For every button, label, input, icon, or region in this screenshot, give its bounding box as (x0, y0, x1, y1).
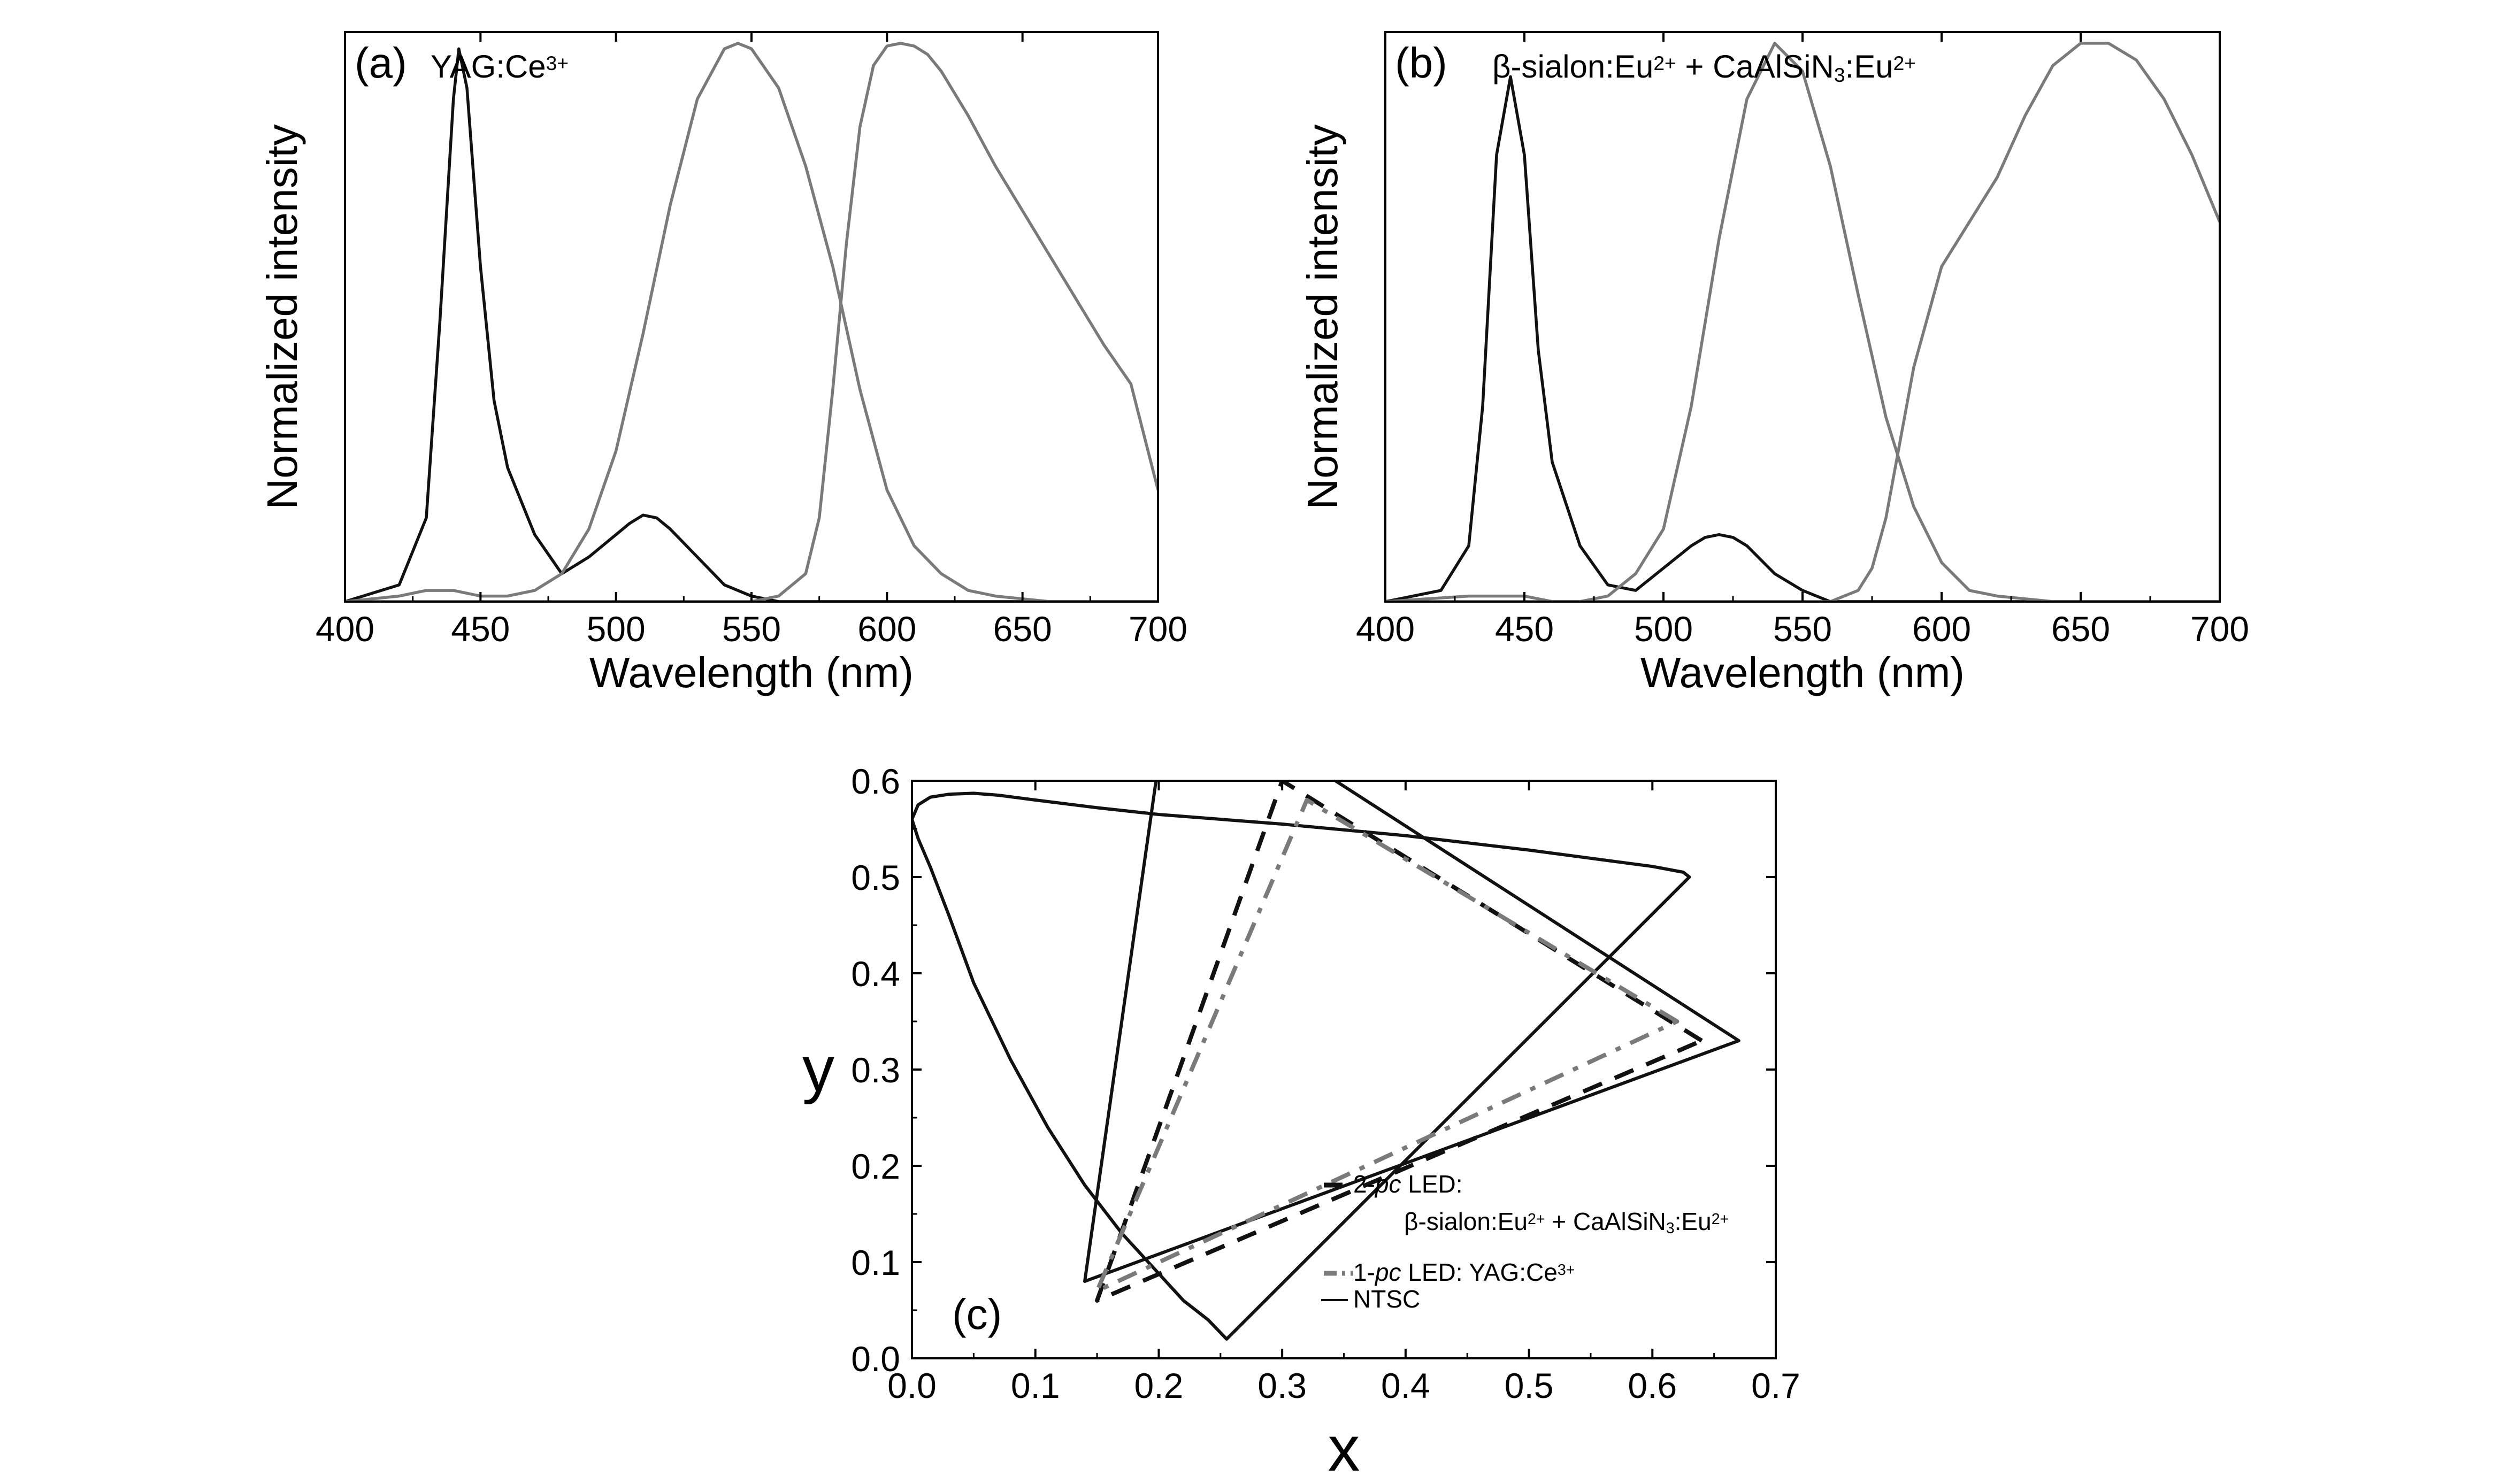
text-part: LED: (1401, 1170, 1463, 1198)
y-tick-label: 0.4 (851, 954, 900, 994)
y-tick-label: 0.3 (851, 1050, 900, 1090)
x-tick-label: 700 (2190, 609, 2249, 649)
x-tick-label: 650 (993, 609, 1052, 649)
x-tick-label: 0.2 (1134, 1366, 1184, 1405)
text-part: + CaAlSiN (1545, 1208, 1666, 1235)
panel-label: (c) (952, 1290, 1002, 1338)
x-tick-label: 0.0 (887, 1366, 937, 1405)
x-tick-label: 0.1 (1011, 1366, 1060, 1405)
text-part: 2+ (1528, 1211, 1545, 1228)
series-curve-0 (345, 47, 1158, 602)
text-part: 2+ (1893, 52, 1916, 74)
y-tick-label: 0.6 (851, 762, 900, 801)
x-tick-label: 0.7 (1751, 1366, 1800, 1405)
y-tick-label: 0.5 (851, 858, 900, 897)
x-tick-label: 0.6 (1628, 1366, 1677, 1405)
series-triangle-1 (1083, 781, 1740, 1283)
text-part: β-sialon:Eu (1404, 1208, 1528, 1235)
x-axis-label: Wavelength (nm) (589, 649, 914, 696)
panel-label: (b) (1395, 39, 1447, 87)
plot-frame (1384, 31, 2221, 603)
legend-label: NTSC (1353, 1285, 1420, 1313)
text-part: β-sialon:Eu (1492, 49, 1653, 84)
x-tick-label: 450 (1495, 609, 1554, 649)
panel-label: (a) (355, 39, 407, 87)
x-tick-label: 450 (451, 609, 510, 649)
series-triangle-3 (1095, 798, 1680, 1293)
text-part: pc (1374, 1258, 1401, 1286)
x-axis-label: x (1328, 1413, 1360, 1484)
text-part: 2- (1353, 1170, 1375, 1198)
panel-a: 400 450 500 550 600 650 700 Wavelength (nm) Norm… (258, 31, 1187, 696)
panel-c: 0.0 0.1 0.2 0.3 0.4 0.5 0.6 0.7 0.0 0.1 0.2 0.3 0.4 0… (802, 762, 1800, 1484)
legend-label: 2-pc LED: (1353, 1170, 1463, 1198)
series-curve-1 (1385, 42, 2220, 602)
y-tick-label: 0.0 (851, 1339, 900, 1379)
text-part: NTSC (1353, 1285, 1420, 1313)
series-group (1385, 42, 2220, 602)
x-tick-label: 650 (2051, 609, 2110, 649)
title-base: YAG:Ce (431, 49, 546, 84)
x-tick-label: 0.3 (1257, 1366, 1307, 1405)
text-part: :Eu (1845, 49, 1893, 84)
x-tick-label: 500 (587, 609, 646, 649)
x-tick-label: 400 (316, 609, 374, 649)
y-axis-label: y (802, 1033, 834, 1105)
text-part: 2+ (1653, 52, 1676, 74)
panel-title: β-sialon:Eu2+ + CaAlSiN3:Eu2+ (1492, 49, 1916, 86)
series-curve-2 (1385, 42, 2220, 602)
text-part: 3 (1834, 64, 1845, 86)
legend: 2-pc LED:β-sialon:Eu2+ + CaAlSiN3:Eu2+1-… (1321, 1170, 1729, 1313)
x-tick-label: 600 (857, 609, 916, 649)
legend-label: β-sialon:Eu2+ + CaAlSiN3:Eu2+ (1404, 1208, 1729, 1237)
text-part: 3 (1666, 1220, 1675, 1237)
x-tick-label: 550 (722, 609, 781, 649)
x-axis-label: Wavelength (nm) (1640, 649, 1965, 696)
series-curve-0 (1385, 75, 2220, 602)
series-group (912, 781, 1740, 1341)
text-part: :Eu (1675, 1208, 1712, 1235)
y-axis-label: Normalized intensity (258, 124, 306, 509)
series-triangle-2 (1095, 781, 1704, 1303)
text-part: 3+ (1558, 1262, 1575, 1279)
y-tick-label: 0.1 (851, 1243, 900, 1282)
text-part: LED: YAG:Ce (1401, 1258, 1558, 1286)
x-tick-label: 0.5 (1505, 1366, 1554, 1405)
x-tick-label: 500 (1634, 609, 1693, 649)
x-tick-label: 550 (1773, 609, 1832, 649)
text-part: + CaAlSiN (1676, 49, 1834, 84)
legend-label: 1-pc LED: YAG:Ce3+ (1353, 1258, 1575, 1286)
y-tick-label: 0.2 (851, 1147, 900, 1186)
panel-title: YAG:Ce3+ (431, 49, 569, 84)
series-curve-2 (345, 42, 1158, 602)
text-part: pc (1374, 1170, 1401, 1198)
x-tick-label: 600 (1912, 609, 1971, 649)
text-part: 2+ (1712, 1211, 1729, 1228)
y-axis-label: Normalized intensity (1299, 124, 1346, 509)
series-group (345, 42, 1158, 602)
text-part: 1- (1353, 1258, 1375, 1286)
x-tick-label: 400 (1356, 609, 1415, 649)
series-locus-0 (912, 791, 1691, 1341)
plot-frame (344, 31, 1159, 603)
series-curve-1 (345, 42, 1158, 602)
x-tick-label: 0.4 (1381, 1366, 1430, 1405)
x-tick-label: 700 (1129, 609, 1187, 649)
panel-b: 400 450 500 550 600 650 700 Wavelength (nm) Norm… (1299, 31, 2249, 696)
title-sup: 3+ (546, 52, 569, 74)
